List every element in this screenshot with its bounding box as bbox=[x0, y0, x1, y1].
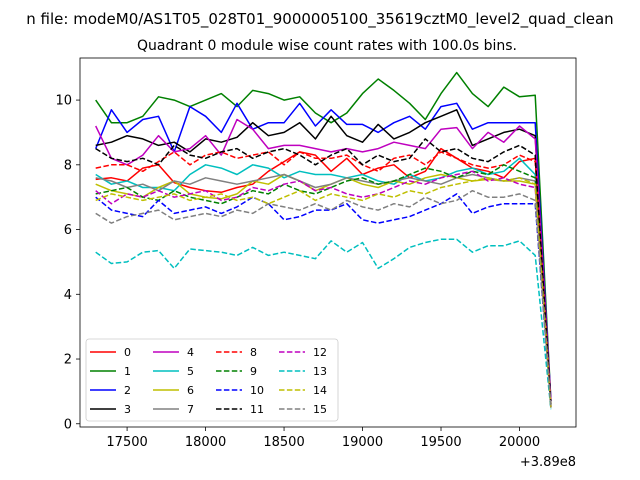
figure-suptitle: n file: modeM0/AS1T05_028T01_9000005100_… bbox=[26, 10, 613, 29]
legend-label-4: 4 bbox=[187, 346, 194, 359]
y-tick-label: 10 bbox=[55, 94, 72, 109]
y-tick-label: 4 bbox=[64, 288, 72, 303]
legend-label-11: 11 bbox=[250, 403, 264, 416]
series-line-15 bbox=[95, 189, 552, 408]
x-tick-label: 19500 bbox=[420, 435, 461, 450]
y-tick-label: 6 bbox=[64, 223, 72, 238]
series-line-2 bbox=[95, 102, 552, 402]
series-line-12 bbox=[95, 170, 552, 408]
y-axis: 0 2 4 6 8 10 bbox=[55, 94, 80, 432]
x-tick-label: 18000 bbox=[185, 435, 226, 450]
x-axis: 17500 18000 18500 19000 19500 20000 bbox=[106, 427, 540, 450]
x-tick-label: 19000 bbox=[342, 435, 383, 450]
series-line-8 bbox=[95, 151, 552, 405]
series-layer bbox=[95, 71, 552, 410]
y-tick-label: 0 bbox=[64, 417, 72, 432]
series-line-3 bbox=[95, 109, 552, 405]
chart-title: Quadrant 0 module wise count rates with … bbox=[137, 38, 517, 54]
legend-frame bbox=[85, 338, 339, 422]
legend-label-1: 1 bbox=[124, 365, 131, 378]
legend-label-12: 12 bbox=[313, 346, 327, 359]
series-line-10 bbox=[95, 193, 552, 408]
x-tick-label: 20000 bbox=[499, 435, 540, 450]
x-axis-offset-label: +3.89e8 bbox=[520, 455, 576, 470]
series-line-5 bbox=[95, 157, 552, 407]
legend-label-2: 2 bbox=[124, 384, 131, 397]
legend-label-7: 7 bbox=[187, 403, 194, 416]
series-line-7 bbox=[95, 173, 552, 408]
series-line-9 bbox=[95, 164, 552, 408]
x-tick-label: 17500 bbox=[106, 435, 147, 450]
legend-label-8: 8 bbox=[250, 346, 257, 359]
legend-label-6: 6 bbox=[187, 384, 194, 397]
y-tick-label: 8 bbox=[64, 158, 72, 173]
legend-label-5: 5 bbox=[187, 365, 194, 378]
legend-label-9: 9 bbox=[250, 365, 257, 378]
legend-label-3: 3 bbox=[124, 403, 131, 416]
x-tick-label: 18500 bbox=[263, 435, 304, 450]
legend-label-13: 13 bbox=[313, 365, 327, 378]
axes-frame bbox=[79, 57, 577, 428]
legend-label-15: 15 bbox=[313, 403, 327, 416]
legend-label-14: 14 bbox=[313, 384, 327, 397]
legend-label-10: 10 bbox=[250, 384, 264, 397]
legend-label-0: 0 bbox=[124, 346, 131, 359]
series-line-11 bbox=[95, 138, 552, 405]
series-line-14 bbox=[95, 177, 552, 408]
y-tick-label: 2 bbox=[64, 353, 72, 368]
series-line-13 bbox=[95, 238, 552, 410]
